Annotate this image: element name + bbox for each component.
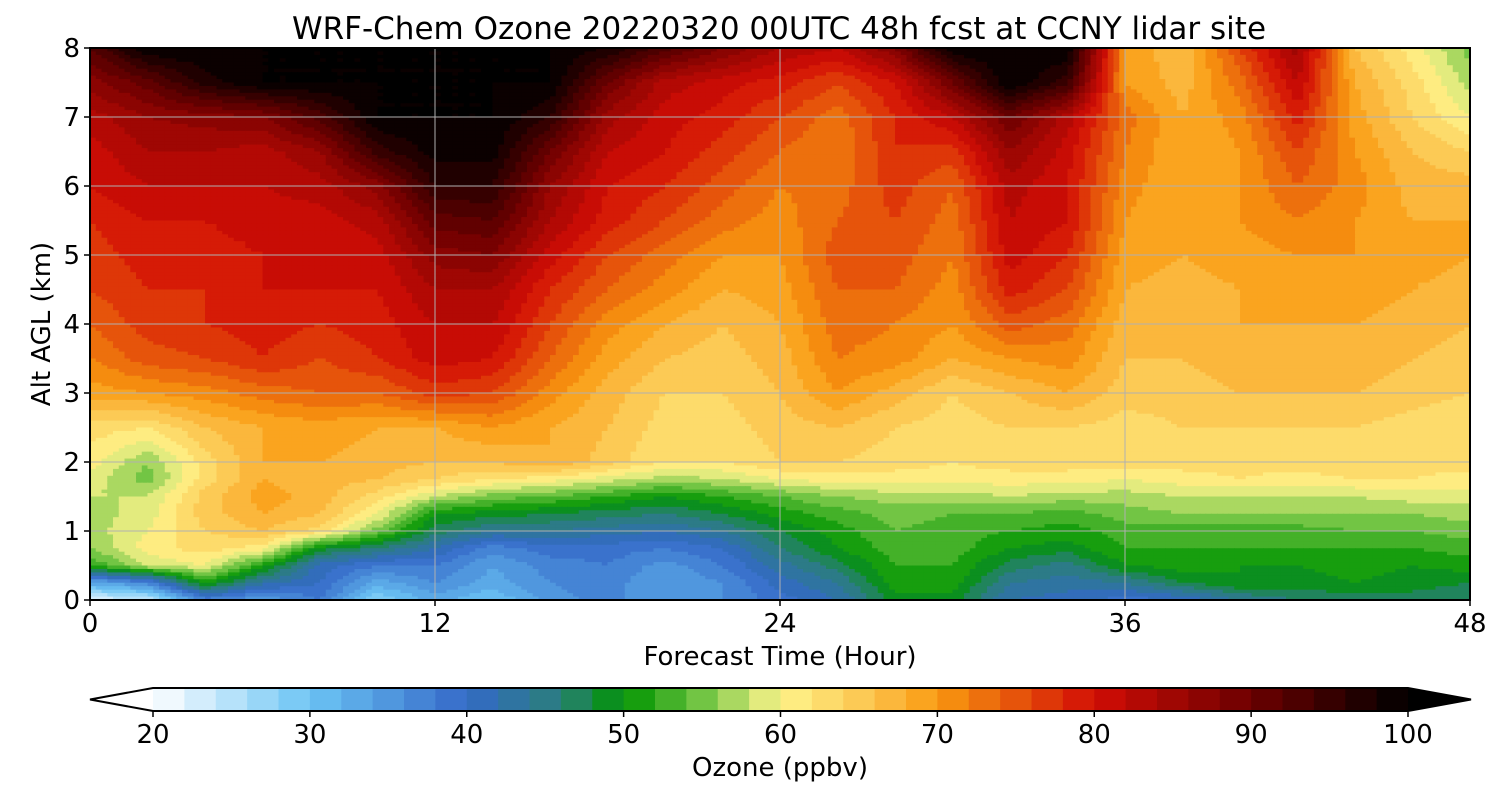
colorbar-swatch <box>1094 688 1126 711</box>
x-tick-label: 24 <box>763 609 796 639</box>
colorbar-tick-label: 70 <box>921 720 954 750</box>
colorbar-swatch <box>1377 688 1409 711</box>
colorbar-swatch <box>1251 688 1283 711</box>
colorbar <box>90 688 1471 711</box>
colorbar-swatch <box>310 688 342 711</box>
colorbar-swatch <box>1314 688 1346 711</box>
colorbar-swatch <box>498 688 530 711</box>
ozone-chart: WRF-Chem Ozone 20220320 00UTC 48h fcst a… <box>0 0 1500 800</box>
colorbar-swatch <box>373 688 405 711</box>
colorbar-swatch <box>561 688 593 711</box>
y-axis-ticks: 0 1 2 3 4 5 6 7 8 <box>63 34 90 616</box>
colorbar-swatch <box>435 688 467 711</box>
y-axis-label: Alt AGL (km) <box>27 242 57 406</box>
y-tick-label: 3 <box>63 379 80 409</box>
colorbar-swatch <box>718 688 750 711</box>
colorbar-swatch <box>812 688 844 711</box>
x-axis-ticks: 0 12 24 36 48 <box>82 600 1487 639</box>
x-tick-label: 12 <box>418 609 451 639</box>
colorbar-swatch <box>624 688 656 711</box>
colorbar-swatch <box>1126 688 1158 711</box>
colorbar-tick-label: 20 <box>136 720 169 750</box>
x-tick-label: 0 <box>82 609 99 639</box>
colorbar-swatch <box>875 688 907 711</box>
colorbar-swatch <box>1283 688 1315 711</box>
colorbar-ticks: 20 30 40 50 60 70 80 90 100 <box>136 711 1432 750</box>
colorbar-swatch <box>153 688 185 711</box>
x-axis-label: Forecast Time (Hour) <box>643 642 916 672</box>
y-tick-label: 8 <box>63 34 80 64</box>
y-tick-label: 7 <box>63 103 80 133</box>
colorbar-swatch <box>1188 688 1220 711</box>
colorbar-tick-label: 60 <box>764 720 797 750</box>
colorbar-swatch <box>341 688 373 711</box>
colorbar-label: Ozone (ppbv) <box>692 753 868 783</box>
y-tick-label: 4 <box>63 310 80 340</box>
colorbar-swatch <box>279 688 311 711</box>
y-tick-label: 1 <box>63 517 80 547</box>
colorbar-swatch <box>247 688 279 711</box>
colorbar-tick-label: 90 <box>1235 720 1268 750</box>
colorbar-swatch <box>781 688 813 711</box>
colorbar-swatch <box>592 688 624 711</box>
colorbar-swatch <box>655 688 687 711</box>
colorbar-swatch <box>1345 688 1377 711</box>
colorbar-tick-label: 40 <box>450 720 483 750</box>
y-tick-label: 0 <box>63 586 80 616</box>
y-tick-label: 5 <box>63 241 80 271</box>
x-tick-label: 48 <box>1453 609 1486 639</box>
colorbar-extend-high <box>1408 688 1471 711</box>
colorbar-swatch <box>906 688 938 711</box>
colorbar-swatch <box>843 688 875 711</box>
colorbar-swatch <box>1063 688 1095 711</box>
colorbar-tick-label: 50 <box>607 720 640 750</box>
colorbar-swatch <box>216 688 248 711</box>
colorbar-tick-label: 80 <box>1078 720 1111 750</box>
colorbar-swatch <box>467 688 499 711</box>
colorbar-swatch <box>184 688 216 711</box>
colorbar-swatch <box>1157 688 1189 711</box>
colorbar-tick-label: 30 <box>293 720 326 750</box>
colorbar-swatch <box>937 688 969 711</box>
colorbar-swatch <box>1220 688 1252 711</box>
y-tick-label: 2 <box>63 448 80 478</box>
y-tick-label: 6 <box>63 172 80 202</box>
colorbar-swatch <box>1000 688 1032 711</box>
colorbar-swatch <box>404 688 436 711</box>
x-tick-label: 36 <box>1108 609 1141 639</box>
colorbar-tick-label: 100 <box>1383 720 1433 750</box>
colorbar-swatch <box>749 688 781 711</box>
chart-title: WRF-Chem Ozone 20220320 00UTC 48h fcst a… <box>292 11 1266 47</box>
colorbar-swatch <box>969 688 1001 711</box>
colorbar-swatch <box>1032 688 1064 711</box>
colorbar-swatch <box>530 688 562 711</box>
colorbar-swatch <box>686 688 718 711</box>
colorbar-extend-low <box>90 688 153 711</box>
